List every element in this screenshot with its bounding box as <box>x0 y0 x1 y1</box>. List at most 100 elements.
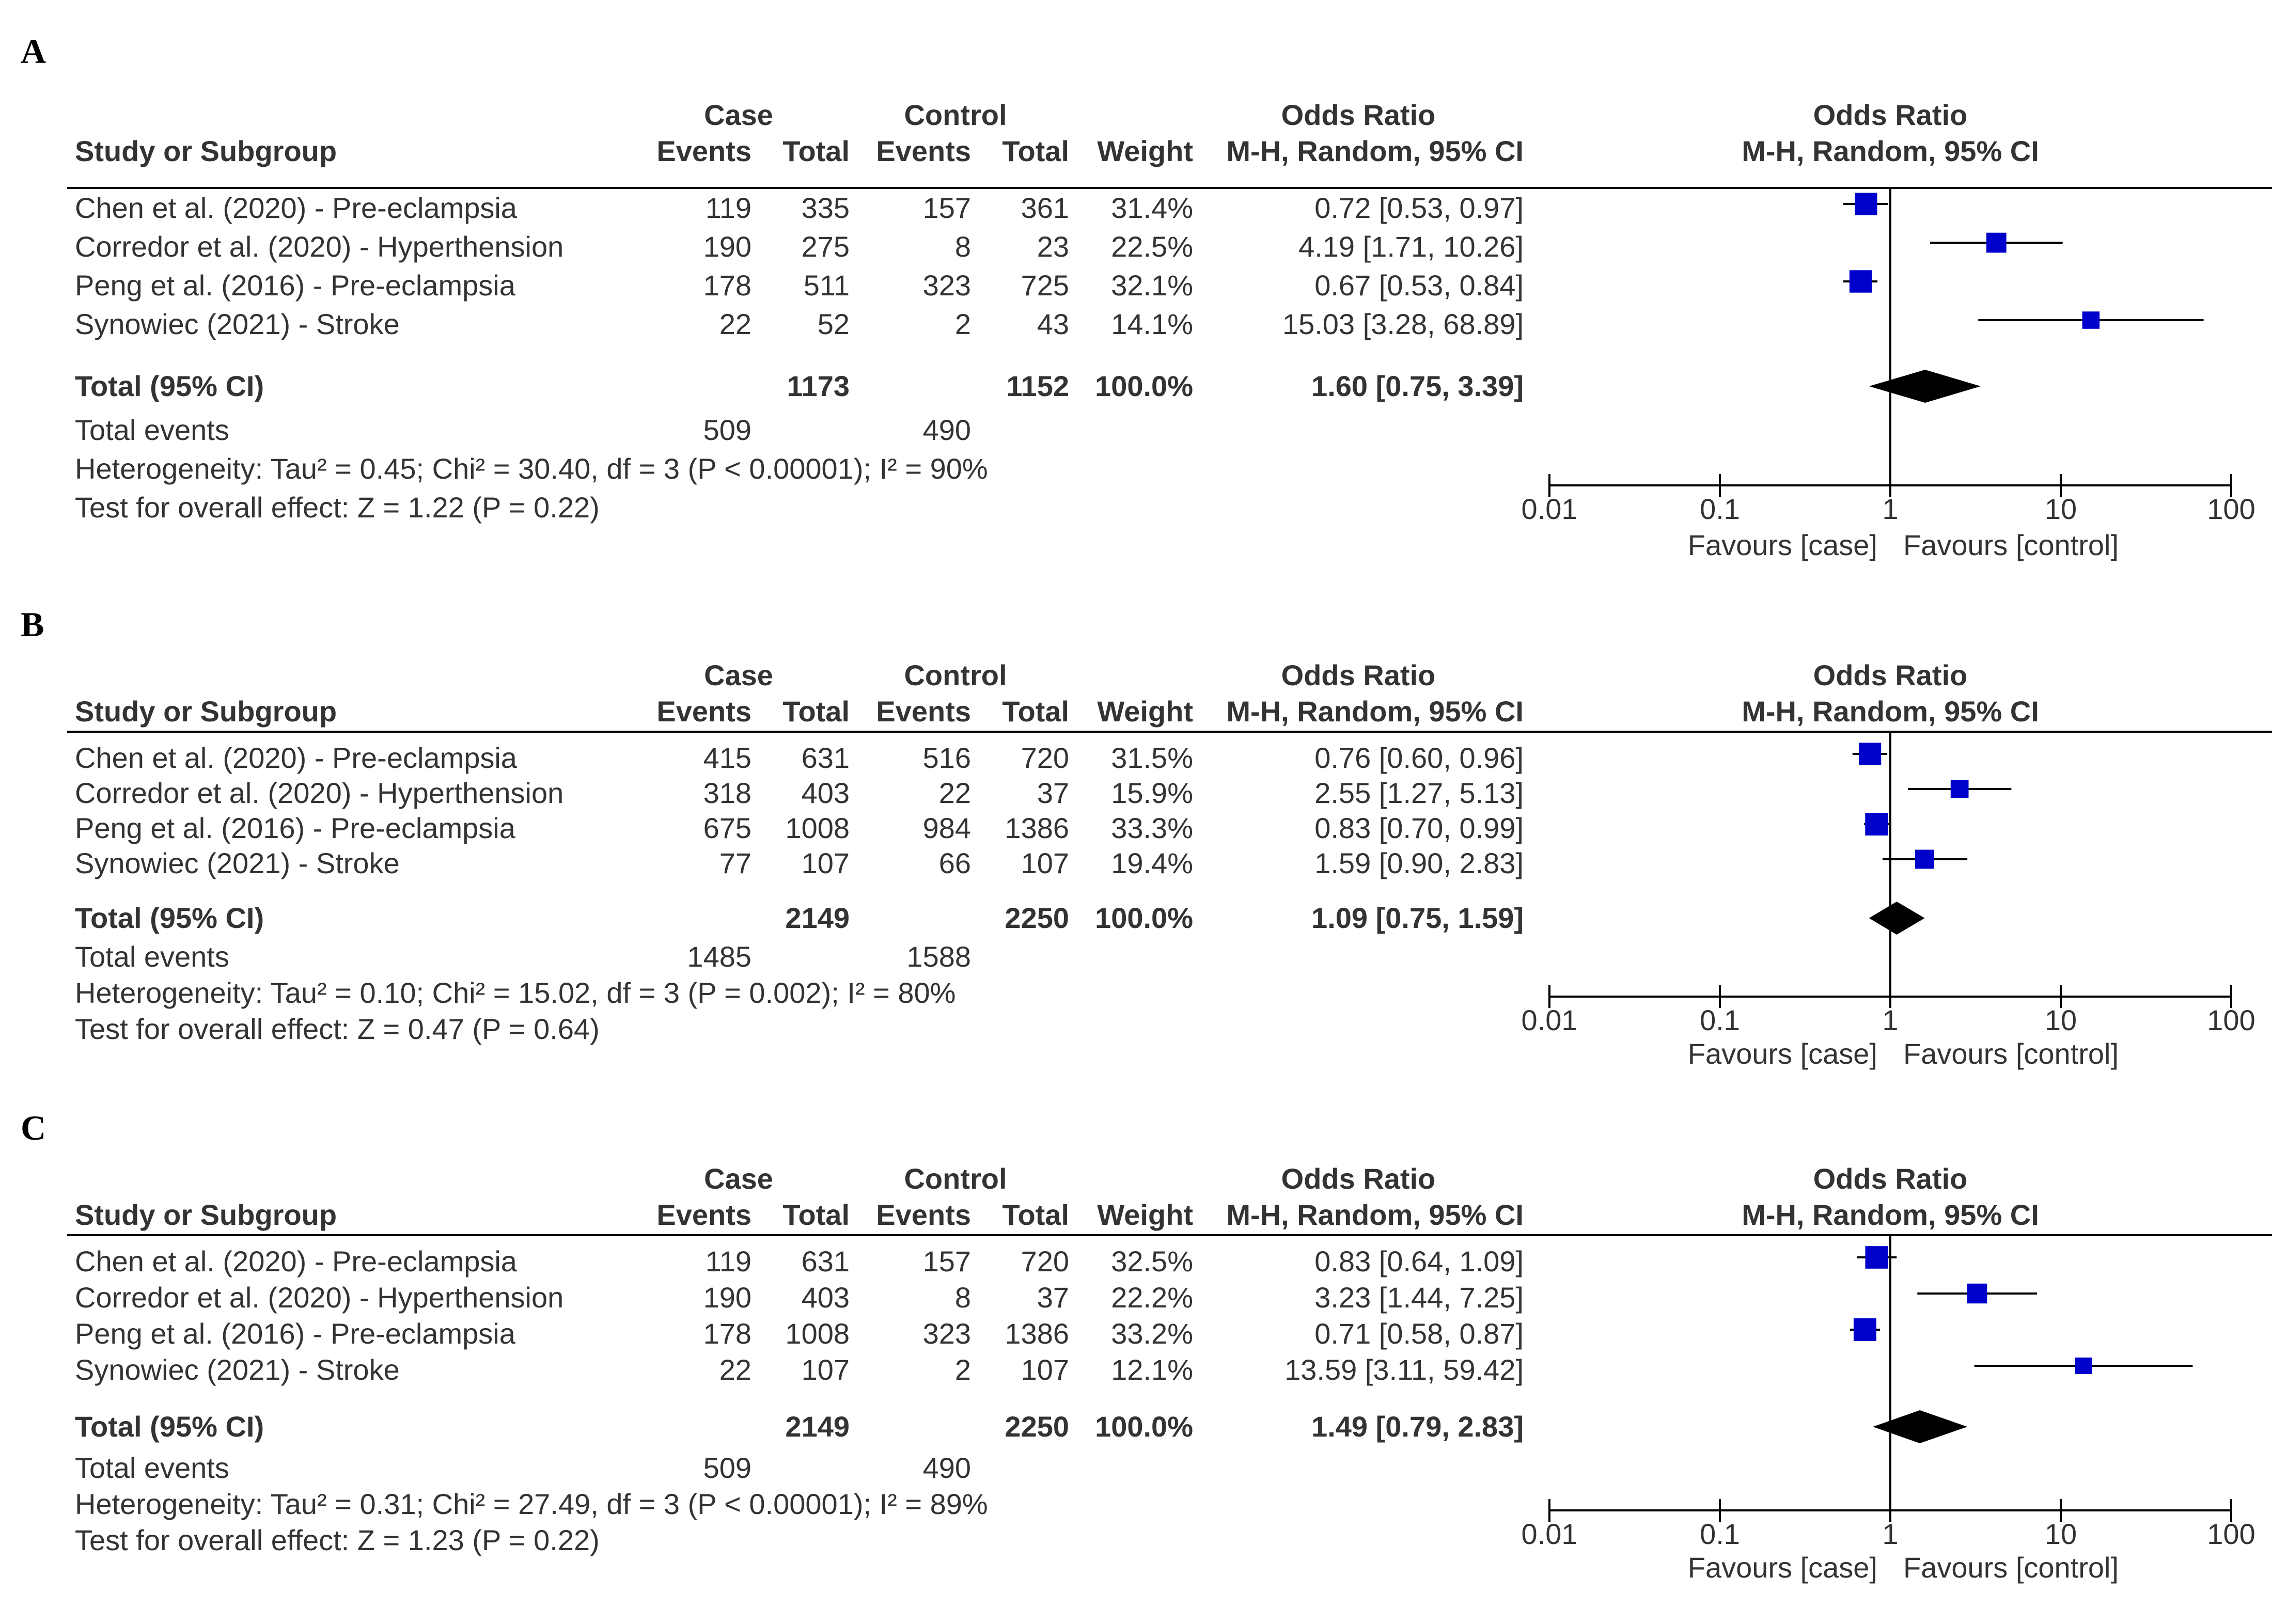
study-weight: 15.9% <box>1111 777 1193 809</box>
study-name: Synowiec (2021) - Stroke <box>75 847 400 879</box>
study-odds-ratio: 0.76 [0.60, 0.96] <box>1314 742 1524 774</box>
forest-panel-c: C Case Control Odds Ratio Odds Ratio Study or… <box>0 1108 2272 1624</box>
study-weight: 12.1% <box>1111 1353 1193 1386</box>
control-events: 2 <box>954 1353 971 1386</box>
study-weight: 22.2% <box>1111 1281 1193 1314</box>
study-marker <box>2075 1357 2092 1375</box>
total-case: 2149 <box>785 902 850 934</box>
control-total: 1386 <box>1005 1317 1069 1350</box>
favours-control-label: Favours [control] <box>1903 1037 2119 1070</box>
total-weight: 100.0% <box>1095 370 1193 402</box>
total-events-control: 1588 <box>906 940 971 973</box>
favours-control-label: Favours [control] <box>1903 529 2119 561</box>
study-name: Peng et al. (2016) - Pre-eclampsia <box>75 269 515 302</box>
study-marker <box>1855 193 1877 215</box>
axis-tick-label: 0.1 <box>1700 493 1740 525</box>
header-study: Study or Subgroup <box>75 135 337 167</box>
header-case: Case <box>704 659 773 691</box>
study-marker <box>2082 311 2100 329</box>
case-total: 275 <box>801 230 850 263</box>
control-events: 2 <box>954 308 971 340</box>
control-total: 43 <box>1037 308 1069 340</box>
axis-tick-label: 0.01 <box>1522 1004 1578 1036</box>
control-events: 984 <box>922 812 971 844</box>
case-total: 403 <box>801 777 850 809</box>
header-case: Case <box>704 1162 773 1195</box>
study-odds-ratio: 0.71 [0.58, 0.87] <box>1314 1317 1524 1350</box>
total-weight: 100.0% <box>1095 902 1193 934</box>
header-odds-ratio: Odds Ratio <box>1281 1162 1436 1195</box>
control-total: 107 <box>1021 1353 1069 1386</box>
heterogeneity-text: Heterogeneity: Tau² = 0.31; Chi² = 27.49… <box>75 1488 988 1520</box>
pooled-diamond <box>1873 1410 1968 1443</box>
axis-tick-label: 1 <box>1882 493 1898 525</box>
favours-control-label: Favours [control] <box>1903 1551 2119 1584</box>
case-total: 335 <box>801 192 850 224</box>
case-events: 190 <box>703 1281 751 1314</box>
control-total: 720 <box>1021 742 1069 774</box>
total-events-control: 490 <box>922 1452 971 1484</box>
study-odds-ratio: 0.67 [0.53, 0.84] <box>1314 269 1524 302</box>
study-name: Synowiec (2021) - Stroke <box>75 1353 400 1386</box>
header-case-events: Events <box>656 135 751 167</box>
header-case-total: Total <box>782 135 850 167</box>
total-events-case: 509 <box>703 1452 751 1484</box>
study-name: Synowiec (2021) - Stroke <box>75 308 400 340</box>
control-total: 37 <box>1037 777 1069 809</box>
study-name: Chen et al. (2020) - Pre-eclampsia <box>75 192 517 224</box>
forest-plot: 0.01 0.1 1 10 100 Favours [case] Favours [cont… <box>1522 189 2255 561</box>
header-control-total: Total <box>1002 1199 1069 1231</box>
total-odds-ratio: 1.09 [0.75, 1.59] <box>1311 902 1524 934</box>
control-events: 22 <box>938 777 971 809</box>
total-events-case: 1485 <box>687 940 751 973</box>
total-events-label: Total events <box>75 940 229 973</box>
study-name: Peng et al. (2016) - Pre-eclampsia <box>75 812 515 844</box>
header-weight: Weight <box>1097 135 1193 167</box>
forest-panel-a: A Case Control Odds Ratio Odds Ratio Study or… <box>0 31 2272 561</box>
case-events: 119 <box>705 1245 751 1278</box>
header-rule <box>67 187 2272 189</box>
header-method: M-H, Random, 95% CI <box>1226 1199 1524 1231</box>
header-weight: Weight <box>1097 1199 1193 1231</box>
header-control-events: Events <box>876 695 971 728</box>
total-events-case: 509 <box>703 414 751 446</box>
study-odds-ratio: 15.03 [3.28, 68.89] <box>1282 308 1524 340</box>
forest-panel-b: B Case Control Odds Ratio Odds Ratio Study or… <box>0 604 2272 1121</box>
control-events: 8 <box>954 1281 971 1314</box>
heterogeneity-text: Heterogeneity: Tau² = 0.10; Chi² = 15.02… <box>75 976 956 1009</box>
study-odds-ratio: 2.55 [1.27, 5.13] <box>1314 777 1524 809</box>
study-marker <box>1967 1283 1987 1304</box>
panel-label: B <box>21 605 44 644</box>
study-marker <box>1859 743 1882 765</box>
study-weight: 32.5% <box>1111 1245 1193 1278</box>
overall-effect-text: Test for overall effect: Z = 0.47 (P = 0… <box>75 1013 600 1045</box>
header-case-total: Total <box>782 1199 850 1231</box>
header-weight: Weight <box>1097 695 1193 728</box>
case-events: 318 <box>703 777 751 809</box>
study-odds-ratio: 1.59 [0.90, 2.83] <box>1314 847 1524 879</box>
header-method: M-H, Random, 95% CI <box>1226 135 1524 167</box>
case-events: 22 <box>719 308 751 340</box>
favours-case-label: Favours [case] <box>1688 1551 1877 1584</box>
header-control: Control <box>904 99 1007 131</box>
case-total: 1008 <box>785 812 850 844</box>
study-odds-ratio: 0.83 [0.70, 0.99] <box>1314 812 1524 844</box>
study-weight: 33.3% <box>1111 812 1193 844</box>
case-total: 403 <box>801 1281 850 1314</box>
header-case-events: Events <box>656 1199 751 1231</box>
header-control-events: Events <box>876 135 971 167</box>
header-rule <box>67 731 2272 733</box>
control-events: 8 <box>954 230 971 263</box>
favours-case-label: Favours [case] <box>1688 1037 1877 1070</box>
case-total: 631 <box>801 1245 850 1278</box>
control-total: 725 <box>1021 269 1069 302</box>
study-marker <box>1853 1318 1876 1341</box>
header-control-total: Total <box>1002 135 1069 167</box>
total-events-label: Total events <box>75 1452 229 1484</box>
study-weight: 22.5% <box>1111 230 1193 263</box>
header-odds-ratio: Odds Ratio <box>1281 99 1436 131</box>
total-control: 2250 <box>1005 902 1069 934</box>
axis-tick-label: 1 <box>1882 1518 1898 1550</box>
control-events: 157 <box>922 1245 971 1278</box>
case-total: 1008 <box>785 1317 850 1350</box>
